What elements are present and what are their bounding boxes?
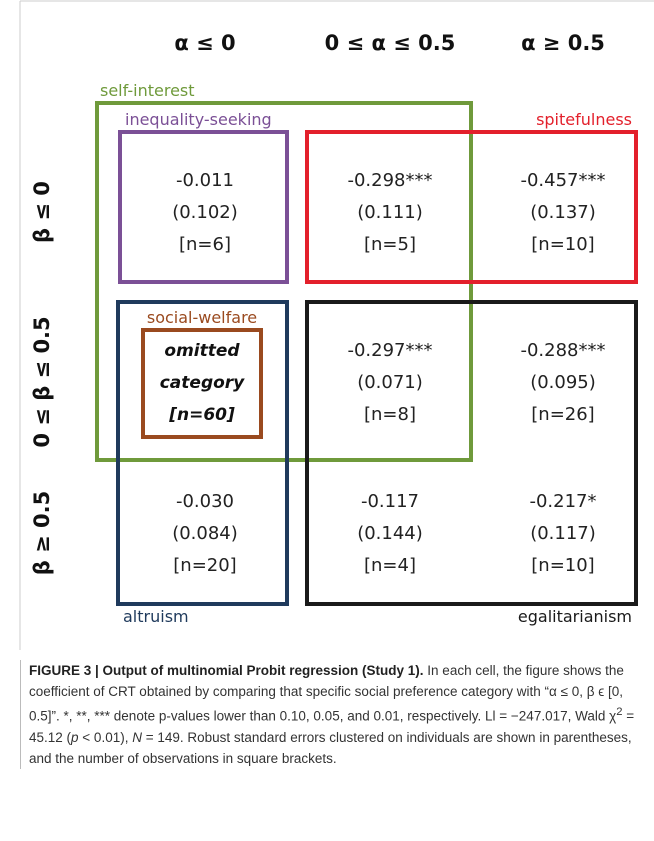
cell-se: (0.071)	[357, 372, 423, 393]
cell-n: [n=10]	[531, 555, 594, 576]
cell-coef: -0.297***	[347, 340, 432, 361]
caption-text: = 45.12 (	[29, 708, 635, 745]
caption-text: In each cell, the figure shows the coeff…	[29, 663, 624, 724]
cell-n: [n=10]	[531, 234, 594, 255]
row-header: 0 ≤ β ≤ 0.5	[30, 316, 54, 447]
row-header: β ≥ 0.5	[30, 491, 54, 575]
altruism-box	[116, 300, 289, 606]
caption-text: p	[71, 729, 79, 745]
cell-n: [n=8]	[364, 404, 416, 425]
egalitarianism-box	[305, 300, 638, 606]
cell-text: category	[160, 373, 245, 393]
cell-coef: -0.217*	[529, 491, 596, 512]
column-header: 0 ≤ α ≤ 0.5	[325, 31, 456, 55]
column-header: α ≤ 0	[174, 31, 235, 55]
caption-text: = 149. Robust standard errors clustered …	[29, 729, 632, 766]
cell-text: [n=60]	[168, 405, 235, 425]
cell-n: [n=20]	[173, 555, 236, 576]
cell-se: (0.084)	[172, 523, 238, 544]
group-label: social-welfare	[147, 308, 257, 327]
cell-n: [n=26]	[531, 404, 594, 425]
cell-se: (0.111)	[357, 202, 423, 223]
row-header: β ≤ 0	[30, 181, 54, 243]
caption-text: < 0.01),	[78, 729, 133, 745]
spitefulness-box	[305, 130, 638, 284]
cell-se: (0.144)	[357, 523, 423, 544]
cell-se: (0.095)	[530, 372, 596, 393]
caption-text: 2	[616, 706, 623, 718]
cell-se: (0.137)	[530, 202, 596, 223]
cell-coef: -0.030	[176, 491, 234, 512]
inequality-seeking-box	[118, 130, 289, 284]
column-header: α ≥ 0.5	[521, 31, 605, 55]
cell-coef: -0.011	[176, 170, 234, 191]
cell-coef: -0.117	[361, 491, 419, 512]
cell-se: (0.117)	[530, 523, 596, 544]
group-label: altruism	[123, 607, 189, 626]
caption-text: N	[132, 729, 142, 745]
cell-coef: -0.298***	[347, 170, 432, 191]
cell-se: (0.102)	[172, 202, 238, 223]
cell-text: omitted	[164, 341, 240, 361]
cell-coef: -0.457***	[520, 170, 605, 191]
cell-coef: -0.288***	[520, 340, 605, 361]
cell-n: [n=6]	[179, 234, 231, 255]
group-label: inequality-seeking	[125, 110, 272, 129]
group-label: self-interest	[100, 81, 195, 100]
cell-n: [n=4]	[364, 555, 416, 576]
caption-label: FIGURE 3 | Output of multinomial Probit …	[29, 663, 424, 678]
cell-n: [n=5]	[364, 234, 416, 255]
social-welfare-box	[141, 328, 263, 439]
figure: self-interest inequality-seeking spitefu…	[19, 0, 654, 650]
group-label: spitefulness	[536, 110, 632, 129]
caption: FIGURE 3 | Output of multinomial Probit …	[20, 660, 641, 769]
group-label: egalitarianism	[518, 607, 632, 626]
